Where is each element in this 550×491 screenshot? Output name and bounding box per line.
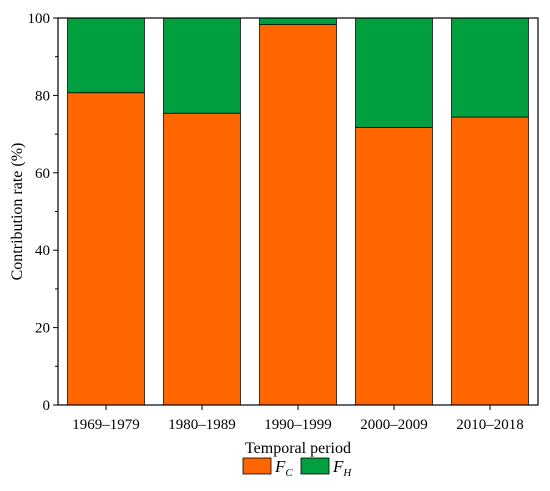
x-tick-label: 1990–1999 [264,417,332,433]
x-tick-label: 1969–1979 [72,417,140,433]
bar-f-h-2 [163,17,241,114]
bar-f-h-4 [355,17,433,128]
y-tick-label: 20 [35,321,50,337]
legend-swatch-f-c [242,457,272,475]
bars-group [67,17,529,406]
x-axis: 1969–1979 1980–1989 1990–1999 2000–2009 2010… [72,405,524,433]
y-tick-label: 80 [35,88,50,104]
y-tick-label: 60 [35,166,50,182]
plot-frame [57,17,539,406]
bar-f-h-3 [259,17,337,25]
y-tick-label: 40 [35,243,50,259]
bar-f-c-5 [451,116,529,406]
y-tick-label: 0 [43,398,51,414]
legend-label-f-h: FH [332,457,352,479]
legend: FC FH [242,457,352,479]
bar-f-c-1 [67,92,145,406]
y-axis-title: Contribution rate (%) [9,143,26,281]
bar-f-h-1 [67,17,145,94]
bar-f-c-4 [355,127,433,406]
bar-f-c-3 [259,24,337,406]
x-tick-label: 2000–2009 [360,417,428,433]
legend-label-f-c: FC [274,457,293,479]
bar-f-c-2 [163,112,241,406]
y-axis: 0 20 40 60 80 100 [28,11,58,414]
legend-swatch-f-h [300,457,330,475]
x-tick-label: 2010–2018 [456,417,524,433]
bar-f-h-5 [451,17,529,118]
y-tick-label: 100 [28,11,51,27]
x-axis-title: Temporal period [245,440,351,457]
x-tick-label: 1980–1989 [168,417,236,433]
